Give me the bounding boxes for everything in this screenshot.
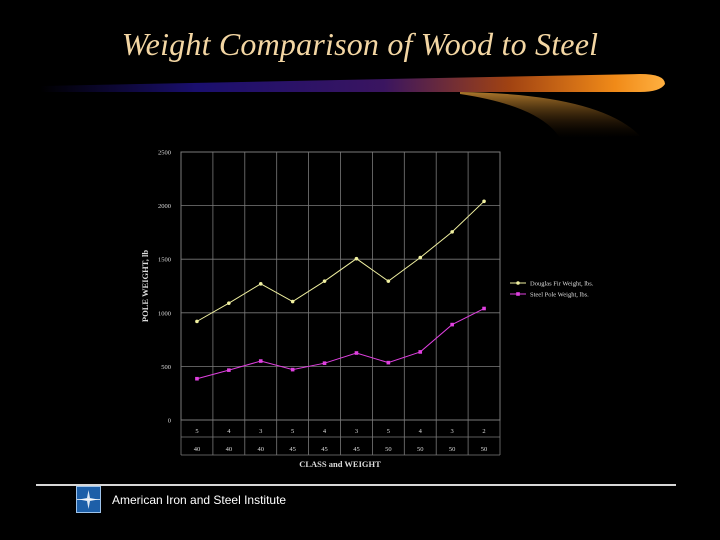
footer-text: American Iron and Steel Institute xyxy=(112,493,287,507)
x-tick-label-weight: 45 xyxy=(353,446,360,453)
series-layer xyxy=(195,199,486,381)
data-point-steel xyxy=(482,306,486,311)
data-point-steel xyxy=(227,368,231,372)
x-tick-label-weight: 50 xyxy=(481,446,488,453)
x-tick-label-weight: 50 xyxy=(417,446,424,453)
x-tick-labels: 5 40 4 40 3 40 5 45 4 45 3 45 5 50 4 50 3 50 2 50 xyxy=(194,428,488,453)
data-point-douglas xyxy=(450,230,454,234)
x-tick-label-weight: 40 xyxy=(194,446,201,453)
x-tick-label-weight: 40 xyxy=(258,446,265,453)
y-tick-label: 0 xyxy=(168,418,171,425)
decorative-swoosh xyxy=(40,74,665,138)
data-point-douglas xyxy=(258,282,263,286)
y-axis-label: POLE WEIGHT, lb xyxy=(140,250,150,322)
y-tick-label: 1000 xyxy=(158,310,171,317)
data-point-steel xyxy=(450,322,454,327)
data-point-douglas xyxy=(227,301,231,305)
data-point-steel xyxy=(290,367,295,372)
y-tick-labels: 0 500 1000 1500 2000 2500 xyxy=(158,150,171,425)
data-point-douglas xyxy=(322,279,327,283)
data-point-steel xyxy=(322,361,327,365)
x-tick-label-weight: 40 xyxy=(226,446,233,453)
series-line xyxy=(196,308,485,380)
legend-marker xyxy=(516,281,520,285)
aisi-logo-icon xyxy=(76,486,101,513)
legend-marker xyxy=(516,292,520,296)
legend: Douglas Fir Weight, lbs. Steel Pole Weigh… xyxy=(510,281,594,299)
data-point-douglas xyxy=(290,299,295,304)
y-tick-label: 500 xyxy=(161,364,171,371)
series-line xyxy=(196,200,485,322)
x-tick-label-class: 4 xyxy=(323,428,327,435)
x-tick-label-class: 5 xyxy=(195,428,198,435)
x-tick-label-weight: 45 xyxy=(321,446,328,453)
data-point-steel xyxy=(354,351,359,355)
y-tick-label: 2500 xyxy=(158,150,171,157)
legend-label: Steel Pole Weight, lbs. xyxy=(530,292,589,299)
plot-area-border xyxy=(180,151,501,421)
data-point-steel xyxy=(195,376,199,381)
x-tick-label-class: 3 xyxy=(355,428,358,435)
x-tick-label-weight: 50 xyxy=(385,446,392,453)
data-point-douglas xyxy=(354,256,359,261)
y-tick-label: 2000 xyxy=(158,203,171,210)
slide-title: Weight Comparison of Wood to Steel xyxy=(121,26,599,62)
x-tick-label-class: 4 xyxy=(227,428,231,435)
x-tick-label-class: 5 xyxy=(291,428,294,435)
data-point-steel xyxy=(418,350,423,354)
data-point-steel xyxy=(258,359,263,363)
data-point-douglas xyxy=(482,199,486,204)
data-point-douglas xyxy=(386,279,391,283)
x-tick-label-class: 3 xyxy=(259,428,262,435)
x-tick-label-weight: 50 xyxy=(449,446,456,453)
x-tick-label-weight: 45 xyxy=(289,446,296,453)
x-tick-label-class: 2 xyxy=(482,428,485,435)
data-point-douglas xyxy=(195,319,199,324)
data-point-douglas xyxy=(418,255,423,260)
legend-label: Douglas Fir Weight, lbs. xyxy=(530,281,594,288)
y-tick-label: 1500 xyxy=(158,257,171,264)
x-axis-label: CLASS and WEIGHT xyxy=(299,459,381,469)
x-tick-label-class: 5 xyxy=(387,428,390,435)
x-tick-label-class: 3 xyxy=(451,428,454,435)
data-point-steel xyxy=(386,360,391,365)
footer-divider xyxy=(36,484,676,486)
x-tick-label-class: 4 xyxy=(419,428,423,435)
